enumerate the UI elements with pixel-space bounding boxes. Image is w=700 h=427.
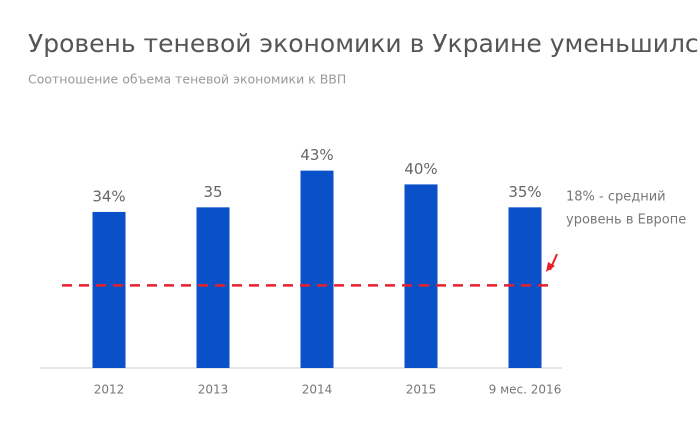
value-label: 34% [92, 187, 125, 205]
x-tick-label: 9 мес. 2016 [489, 383, 562, 397]
bar [196, 207, 230, 368]
arrow-head [546, 262, 555, 272]
value-label: 40% [404, 160, 437, 178]
chart-title: Уровень теневой экономики в Украине умен… [28, 29, 700, 58]
value-label: 35% [508, 183, 541, 201]
value-label: 43% [300, 146, 333, 164]
x-tick-label: 2013 [198, 383, 229, 397]
chart-subtitle: Соотношение объема теневой экономики к В… [28, 72, 346, 87]
x-tick-label: 2014 [302, 383, 333, 397]
bar [508, 207, 542, 368]
x-tick-label: 2012 [94, 383, 125, 397]
bar [404, 184, 438, 368]
reference-label: 18% - средний [566, 190, 666, 205]
x-tick-label: 2015 [406, 383, 437, 397]
bar [92, 211, 126, 368]
value-label: 35 [203, 183, 222, 201]
reference-label: уровень в Европе [566, 213, 686, 228]
bar [300, 170, 334, 368]
